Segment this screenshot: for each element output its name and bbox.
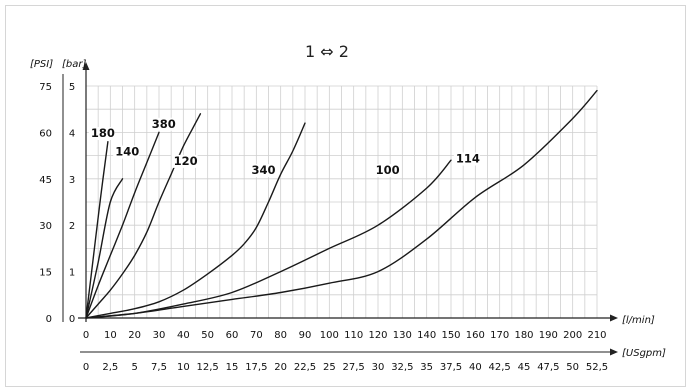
series-label-bg-114 bbox=[453, 152, 480, 166]
y-tick-label-psi: 60 bbox=[39, 128, 52, 139]
x-tick-label-usgpm: 35 bbox=[420, 362, 433, 373]
x-tick-label-lmin: 0 bbox=[83, 330, 89, 341]
x-tick-label-lmin: 210 bbox=[587, 330, 606, 341]
series-label-bg-100 bbox=[373, 164, 400, 178]
series-label-bg-340 bbox=[249, 164, 276, 178]
y-axis-arrow bbox=[82, 62, 90, 70]
series-group bbox=[85, 89, 598, 319]
x-tick-label-usgpm: 42,5 bbox=[489, 362, 511, 373]
series-label-bg-380 bbox=[149, 117, 176, 131]
x-tick-label-lmin: 100 bbox=[320, 330, 339, 341]
x-tick-label-lmin: 160 bbox=[466, 330, 485, 341]
chart-title: 1 ⇔ 2 bbox=[305, 42, 349, 61]
y-axis-label-psi: [PSI] bbox=[30, 59, 53, 70]
x-tick-label-lmin: 30 bbox=[153, 330, 166, 341]
x-tick-label-lmin: 10 bbox=[104, 330, 117, 341]
series-label-114: 114 bbox=[456, 152, 480, 166]
x-tick-label-lmin: 60 bbox=[226, 330, 239, 341]
x-tick-label-usgpm: 2,5 bbox=[102, 362, 118, 373]
tick-labels: 0 10 20 30 40 50 60 70 80 90 100 110 120 130 140 150 160… bbox=[39, 82, 608, 373]
y-tick-label-bar: 1 bbox=[69, 268, 75, 279]
series-line-340 bbox=[85, 122, 306, 319]
x-tick-label-usgpm: 40 bbox=[469, 362, 482, 373]
y-tick-label-psi: 15 bbox=[39, 268, 52, 279]
series-label-140: 140 bbox=[115, 145, 139, 159]
x-tick-label-lmin: 130 bbox=[393, 330, 412, 341]
x-tick-label-usgpm: 27,5 bbox=[343, 362, 365, 373]
x-tick-label-usgpm: 22,5 bbox=[294, 362, 316, 373]
y-tick-label-bar: 4 bbox=[69, 128, 75, 139]
series-line-140 bbox=[85, 178, 124, 319]
series-line-114 bbox=[85, 89, 598, 319]
series-line-380 bbox=[85, 131, 160, 319]
y-tick-label-bar: 5 bbox=[69, 82, 75, 93]
x-axis-label-usgpm: [USgpm] bbox=[622, 348, 666, 359]
y-tick-label-bar: 0 bbox=[69, 314, 75, 325]
x-tick-label-lmin: 20 bbox=[128, 330, 141, 341]
series-label-180: 180 bbox=[91, 126, 115, 140]
x-axis-arrow bbox=[610, 314, 618, 322]
x-tick-label-usgpm: 50 bbox=[566, 362, 579, 373]
x-tick-label-lmin: 80 bbox=[274, 330, 287, 341]
x-tick-label-usgpm: 5 bbox=[131, 362, 137, 373]
x-tick-label-usgpm: 32,5 bbox=[391, 362, 413, 373]
y-tick-label-psi: 30 bbox=[39, 221, 52, 232]
series-line-120 bbox=[85, 113, 202, 319]
x-tick-label-usgpm: 25 bbox=[323, 362, 336, 373]
usgpm-axis-arrow bbox=[610, 348, 618, 356]
x-tick-label-usgpm: 52,5 bbox=[586, 362, 608, 373]
y-tick-label-psi: 45 bbox=[39, 175, 52, 186]
x-tick-label-lmin: 170 bbox=[490, 330, 509, 341]
series-label-340: 340 bbox=[251, 163, 275, 177]
x-tick-label-usgpm: 30 bbox=[372, 362, 385, 373]
x-tick-label-usgpm: 45 bbox=[518, 362, 531, 373]
y-tick-label-bar: 3 bbox=[69, 175, 75, 186]
series-line-180 bbox=[85, 141, 109, 319]
x-tick-label-lmin: 200 bbox=[563, 330, 582, 341]
x-tick-label-usgpm: 0 bbox=[83, 362, 89, 373]
x-tick-label-lmin: 190 bbox=[539, 330, 558, 341]
x-tick-label-usgpm: 20 bbox=[274, 362, 287, 373]
x-tick-label-usgpm: 15 bbox=[226, 362, 239, 373]
x-tick-label-lmin: 180 bbox=[514, 330, 533, 341]
series-label-bg-120 bbox=[171, 154, 198, 168]
x-tick-label-usgpm: 7,5 bbox=[151, 362, 167, 373]
series-label-bg-180 bbox=[88, 127, 115, 141]
x-tick-label-usgpm: 17,5 bbox=[245, 362, 267, 373]
x-tick-label-usgpm: 37,5 bbox=[440, 362, 462, 373]
axes bbox=[62, 62, 618, 356]
x-tick-label-lmin: 50 bbox=[201, 330, 214, 341]
series-label-380: 380 bbox=[152, 117, 176, 131]
x-tick-label-usgpm: 10 bbox=[177, 362, 190, 373]
x-tick-label-lmin: 40 bbox=[177, 330, 190, 341]
x-tick-label-usgpm: 47,5 bbox=[537, 362, 559, 373]
series-label-bg-140 bbox=[113, 145, 140, 159]
x-tick-label-lmin: 140 bbox=[417, 330, 436, 341]
y-tick-label-psi: 0 bbox=[46, 314, 52, 325]
series-label-100: 100 bbox=[376, 163, 400, 177]
x-tick-label-lmin: 120 bbox=[368, 330, 387, 341]
series-label-120: 120 bbox=[174, 154, 198, 168]
y-tick-label-bar: 2 bbox=[69, 221, 75, 232]
x-tick-label-lmin: 150 bbox=[441, 330, 460, 341]
x-tick-label-lmin: 70 bbox=[250, 330, 263, 341]
x-tick-label-lmin: 110 bbox=[344, 330, 363, 341]
x-tick-label-lmin: 90 bbox=[299, 330, 312, 341]
y-axis-label-bar: [bar] bbox=[62, 59, 86, 70]
y-tick-label-psi: 75 bbox=[39, 82, 52, 93]
x-axis-label-lmin: [l/min] bbox=[622, 315, 655, 326]
x-tick-label-usgpm: 12,5 bbox=[197, 362, 219, 373]
